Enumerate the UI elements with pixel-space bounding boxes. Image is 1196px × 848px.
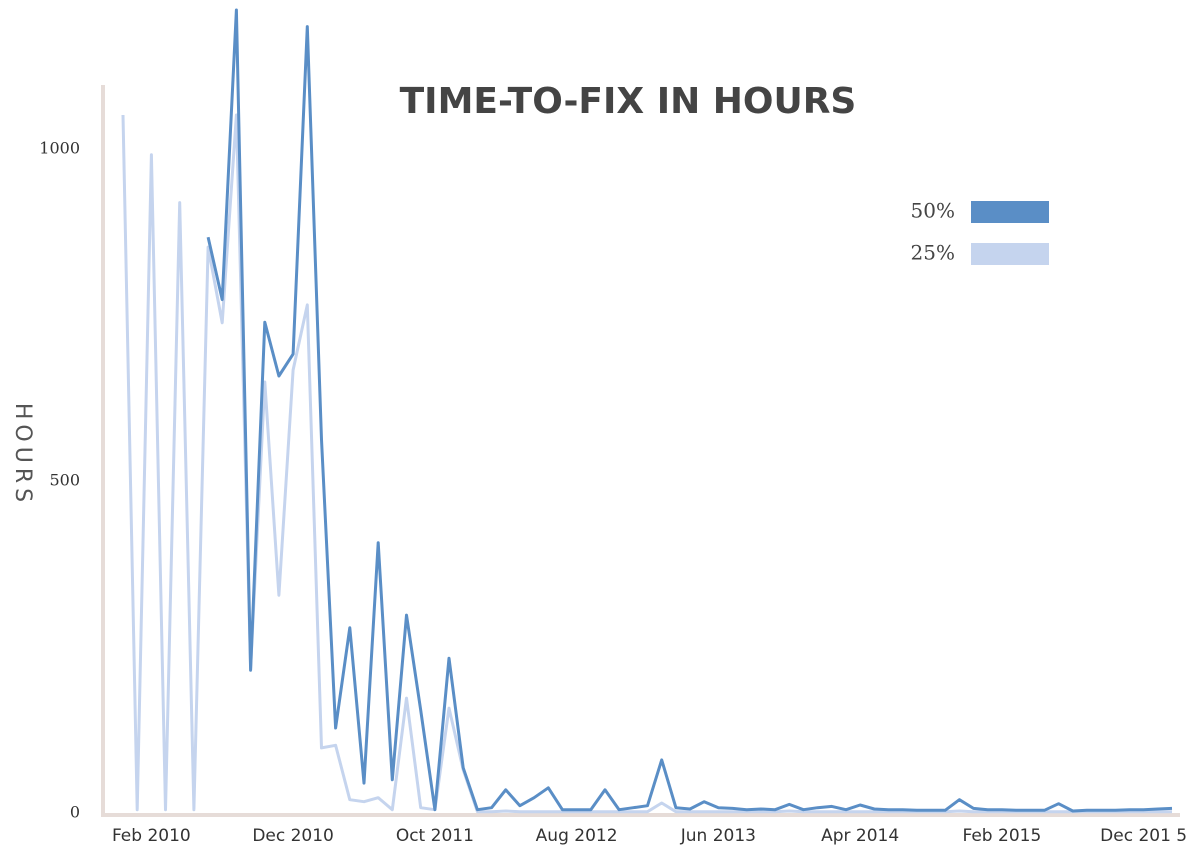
y-tick-label: 500 (49, 470, 80, 489)
chart-title: TIME-TO-FIX IN HOURS (400, 81, 857, 122)
x-tick-label: Dec 201 5 (1100, 826, 1187, 846)
y-axis-label: HOURS (10, 403, 35, 507)
x-tick-label: Feb 2010 (112, 826, 191, 846)
x-tick-label: Aug 2012 (536, 826, 618, 846)
series-line (206, 8, 1173, 813)
series-line (121, 113, 1172, 814)
x-tick-label: Feb 2015 (963, 826, 1042, 846)
legend-swatch (971, 243, 1049, 265)
legend-label: 25% (911, 241, 955, 265)
y-tick-label: 0 (70, 803, 80, 822)
x-tick-label: Jun 2013 (680, 826, 756, 846)
y-tick-label: 1000 (39, 138, 80, 157)
x-tick-label: Apr 2014 (821, 826, 899, 846)
x-tick-label: Oct 2011 (396, 826, 474, 846)
x-tick-label: Dec 2010 (252, 826, 334, 846)
legend-label: 50% (911, 199, 955, 223)
legend-swatch (971, 201, 1049, 223)
